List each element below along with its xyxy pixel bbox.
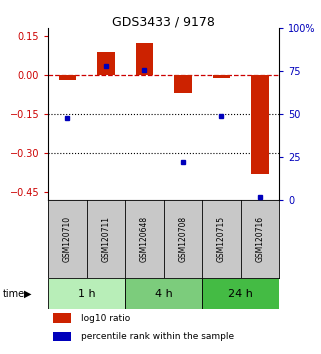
Text: percentile rank within the sample: percentile rank within the sample [81, 332, 234, 341]
Bar [97, 52, 115, 75]
Bar [53, 332, 71, 341]
Text: GSM120708: GSM120708 [178, 216, 187, 262]
Text: ▶: ▶ [24, 289, 32, 299]
Text: GSM120716: GSM120716 [256, 216, 265, 262]
Bar [125, 278, 202, 309]
Text: 1 h: 1 h [78, 289, 95, 299]
Text: GSM120711: GSM120711 [101, 216, 110, 262]
Text: GSM120710: GSM120710 [63, 216, 72, 262]
Bar [59, 75, 76, 80]
Text: GSM120715: GSM120715 [217, 216, 226, 262]
Bar [202, 278, 279, 309]
Text: log10 ratio: log10 ratio [81, 314, 130, 322]
Title: GDS3433 / 9178: GDS3433 / 9178 [112, 15, 215, 28]
Bar [48, 278, 125, 309]
Text: GSM120648: GSM120648 [140, 216, 149, 262]
Text: time: time [3, 289, 25, 299]
Text: 24 h: 24 h [228, 289, 253, 299]
Bar [136, 42, 153, 75]
Bar [53, 313, 71, 322]
Bar [174, 75, 192, 93]
Bar [213, 75, 230, 78]
Text: 4 h: 4 h [155, 289, 173, 299]
Bar [251, 75, 269, 174]
